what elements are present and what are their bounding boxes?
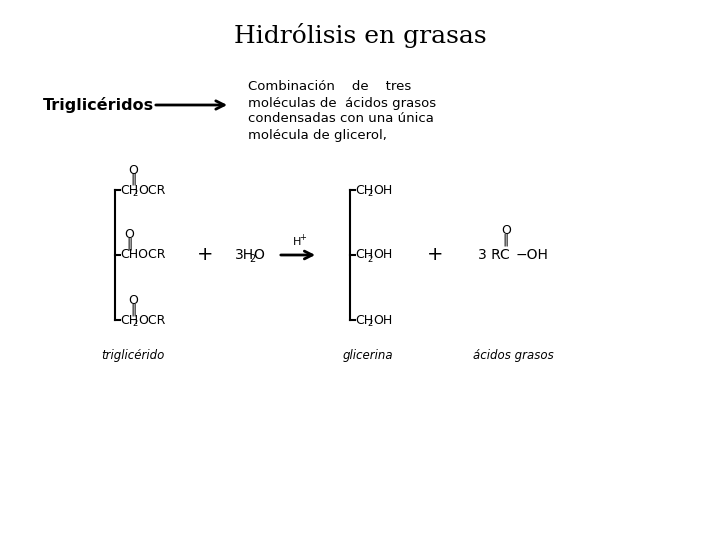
Text: 2: 2 xyxy=(249,254,256,264)
Text: +: + xyxy=(197,246,213,265)
Text: 3 RC: 3 RC xyxy=(478,248,510,262)
Text: 2: 2 xyxy=(132,190,138,199)
Text: glicerina: glicerina xyxy=(343,348,393,361)
Text: CH: CH xyxy=(355,314,373,327)
Text: O: O xyxy=(124,228,134,241)
Text: 2: 2 xyxy=(132,320,138,328)
Text: CH: CH xyxy=(355,248,373,261)
Text: ‖: ‖ xyxy=(130,303,136,316)
Text: −OH: −OH xyxy=(516,248,549,262)
Text: Triglicéridos: Triglicéridos xyxy=(42,97,153,113)
Text: 3H: 3H xyxy=(235,248,254,262)
Text: OH: OH xyxy=(373,314,392,327)
Text: ‖: ‖ xyxy=(503,233,509,246)
Text: 2: 2 xyxy=(367,320,372,328)
Text: OCR: OCR xyxy=(138,314,166,327)
Text: OH: OH xyxy=(373,248,392,261)
Text: H: H xyxy=(293,237,301,247)
Text: +: + xyxy=(300,233,307,242)
Text: 2: 2 xyxy=(367,254,372,264)
Text: OCR: OCR xyxy=(138,184,166,197)
Text: Combinación    de    tres: Combinación de tres xyxy=(248,80,411,93)
Text: ‖: ‖ xyxy=(130,172,136,186)
Text: O: O xyxy=(128,164,138,177)
Text: O: O xyxy=(501,225,511,238)
Text: ácidos grasos: ácidos grasos xyxy=(472,348,554,361)
Text: CHOCR: CHOCR xyxy=(120,248,166,261)
Text: OH: OH xyxy=(373,184,392,197)
Text: O: O xyxy=(128,294,138,307)
Text: CH: CH xyxy=(120,184,138,197)
Text: condensadas con una única: condensadas con una única xyxy=(248,112,434,125)
Text: triglicérido: triglicérido xyxy=(102,348,165,361)
Text: CH: CH xyxy=(120,314,138,327)
Text: molécula de glicerol,: molécula de glicerol, xyxy=(248,129,387,141)
Text: Hidrólisis en grasas: Hidrólisis en grasas xyxy=(234,23,486,48)
Text: O: O xyxy=(253,248,264,262)
Text: moléculas de  ácidos grasos: moléculas de ácidos grasos xyxy=(248,97,436,110)
Text: ‖: ‖ xyxy=(126,238,132,251)
Text: +: + xyxy=(427,246,444,265)
Text: 2: 2 xyxy=(367,190,372,199)
Text: CH: CH xyxy=(355,184,373,197)
